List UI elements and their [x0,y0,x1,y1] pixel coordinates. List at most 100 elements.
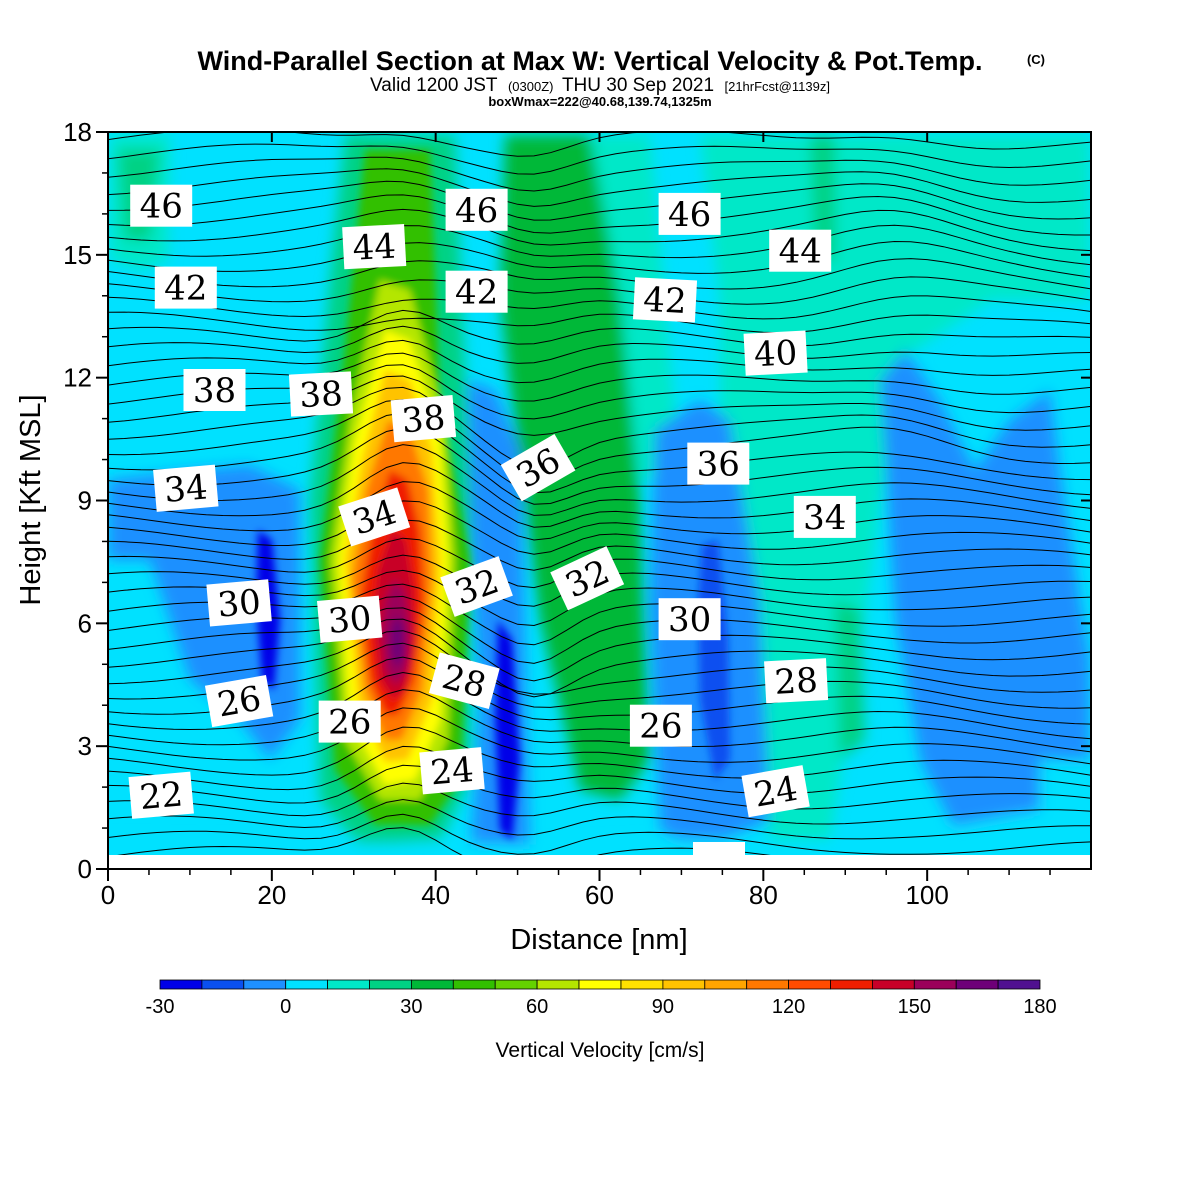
colorbar-swatch [997,979,1041,990]
y-axis-title: Height [Kft MSL] [15,394,47,605]
y-tick-label: 12 [63,363,92,393]
theta-contour-line [108,481,1091,541]
theta-contour-line [108,143,1091,175]
contour-label-text: 36 [697,445,740,485]
contour-label-box [743,330,808,376]
theta-contour-line [108,630,1091,695]
theta-contour-line [108,180,1091,221]
colorbar-swatch [243,979,287,990]
contour-label-text: 44 [352,226,397,268]
contour-label-box [769,229,832,272]
colorbar-swatch [536,979,580,990]
colorbar-swatch [327,979,370,990]
contour-label: 34 [338,487,411,547]
theta-contour-line [108,671,1091,740]
contour-label-text: 46 [140,187,183,227]
theta-contour-line [108,726,1091,779]
contour-label: 26 [318,700,381,743]
theta-contour-line [108,500,1091,555]
theta-contour-line [108,798,1091,840]
theta-contour-line [108,827,1091,869]
contour-label-text: 38 [193,371,236,411]
colorbar-swatch [494,979,538,990]
contour-label: 28 [428,652,500,710]
colorbar-swatch [955,979,999,990]
theta-contour-line [108,519,1091,571]
contour-label-box [130,184,193,227]
theta-contour-line [108,782,1091,825]
green-streak-right [810,135,835,260]
y-tick-label: 15 [63,240,92,270]
y-tick-label: 0 [78,854,92,884]
contour-label-box [687,442,750,485]
theta-contour-line [108,224,1091,266]
contour-label: 24 [419,747,485,795]
contour-label: 38 [390,394,457,443]
x-tick-label: 0 [101,880,115,910]
contour-label-box [288,371,354,417]
contour-label-text: 44 [779,232,822,272]
theta-contour-line [108,427,1091,505]
valid-date: THU 30 Sep 2021 [562,75,714,96]
contour-label-text: 26 [214,679,264,726]
colorbar: -30 0 30 60 90 120 150 180 [146,979,1057,1018]
colorbar-swatch [872,979,915,990]
contour-label-box [206,579,272,627]
colorbar-swatch [788,979,831,990]
contour-label-box [338,487,411,547]
contour-label: 26 [629,704,692,747]
theta-contour-line [108,764,1091,810]
copyright-mark: (C) [1027,52,1045,67]
theta-contour-line [108,583,1091,646]
theta-contour-line [108,595,1091,664]
contour-label-text: 46 [668,195,711,235]
theta-contour-line [108,618,1091,698]
contour-label: 24 [741,765,810,818]
theta-contour-line [108,642,1091,709]
y-tick-label: 18 [63,117,92,147]
theta-contour-line [108,240,1091,278]
theta-contour-line [108,168,1091,207]
contour-label: 42 [154,266,217,309]
forecast-info: [21hrFcst@1139z] [724,79,829,94]
theta-contour-line [108,689,1091,753]
contour-label-text: 30 [668,600,711,640]
contour-label-text: 24 [751,769,801,816]
colorbar-swatch [369,979,412,990]
terrain-bump [693,842,745,869]
x-tick-label: 80 [749,880,778,910]
colorbar-tick-label: 180 [1023,996,1056,1018]
contour-label-box [500,434,576,502]
contour-label: 30 [206,579,272,627]
colorbar-tick-label: 120 [772,996,805,1018]
contour-label-box [632,277,698,323]
contour-label-text: 34 [163,467,210,511]
colorbar-swatch [452,979,496,990]
theta-contour-line [108,339,1091,384]
contour-label-box [183,369,246,411]
theta-contour-line [108,607,1091,682]
contour-label: 46 [445,188,508,231]
contour-label-text: 34 [803,498,846,538]
colorbar-tick-label: 60 [526,996,548,1018]
theta-contour-line [108,386,1091,468]
colorbar-tick-label: 30 [400,996,422,1018]
colorbar-tick-label: 150 [898,996,931,1018]
y-tick-label: 9 [78,486,92,516]
contour-label: 46 [130,184,193,227]
contour-label: 42 [445,270,508,313]
y-tick-label: 3 [78,731,92,761]
contour-label: 44 [342,224,407,270]
box-wmax-info: boxWmax=222@40.68,139.74,1325m [488,94,711,109]
contour-label-box [153,464,219,512]
contour-label-text: 42 [455,273,498,313]
contour-label: 34 [793,495,856,538]
theta-contour-line [108,311,1091,334]
colorbar-swatch [620,979,664,990]
contour-label-text: 28 [774,661,819,703]
contour-label: 30 [316,595,383,643]
contour-label: 36 [687,442,750,485]
downdraft-core-49 [495,620,520,840]
